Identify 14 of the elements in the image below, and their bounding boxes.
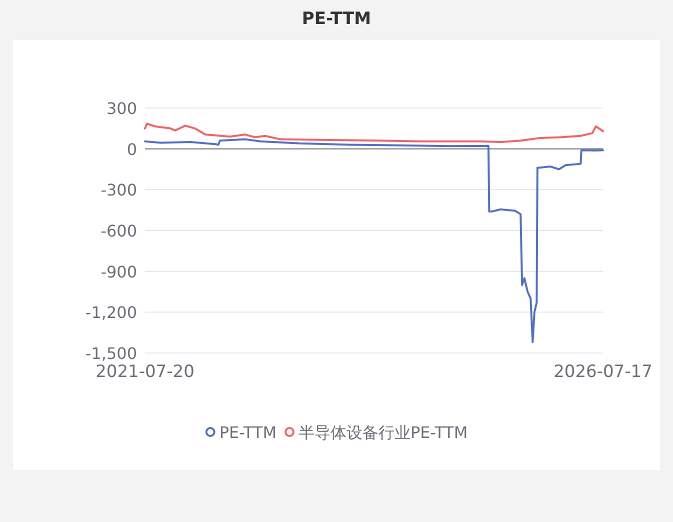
legend-label: PE-TTM bbox=[219, 423, 276, 442]
y-tick-label: -900 bbox=[100, 262, 137, 282]
x-tick-label: 2021-07-20 bbox=[96, 362, 194, 382]
y-tick-label: 300 bbox=[106, 99, 137, 118]
legend-label: 半导体设备行业PE-TTM bbox=[298, 423, 468, 442]
x-tick-label: 2026-07-17 bbox=[554, 362, 652, 382]
y-tick-label: -1,200 bbox=[85, 303, 137, 322]
chart-title: PE-TTM bbox=[302, 9, 372, 29]
y-tick-label: 0 bbox=[126, 140, 137, 159]
y-tick-label: -600 bbox=[100, 222, 137, 240]
line-series bbox=[144, 122, 604, 144]
y-tick-label: -300 bbox=[100, 180, 137, 200]
y-tick-label: -1,500 bbox=[85, 344, 137, 363]
line-series bbox=[144, 138, 604, 344]
